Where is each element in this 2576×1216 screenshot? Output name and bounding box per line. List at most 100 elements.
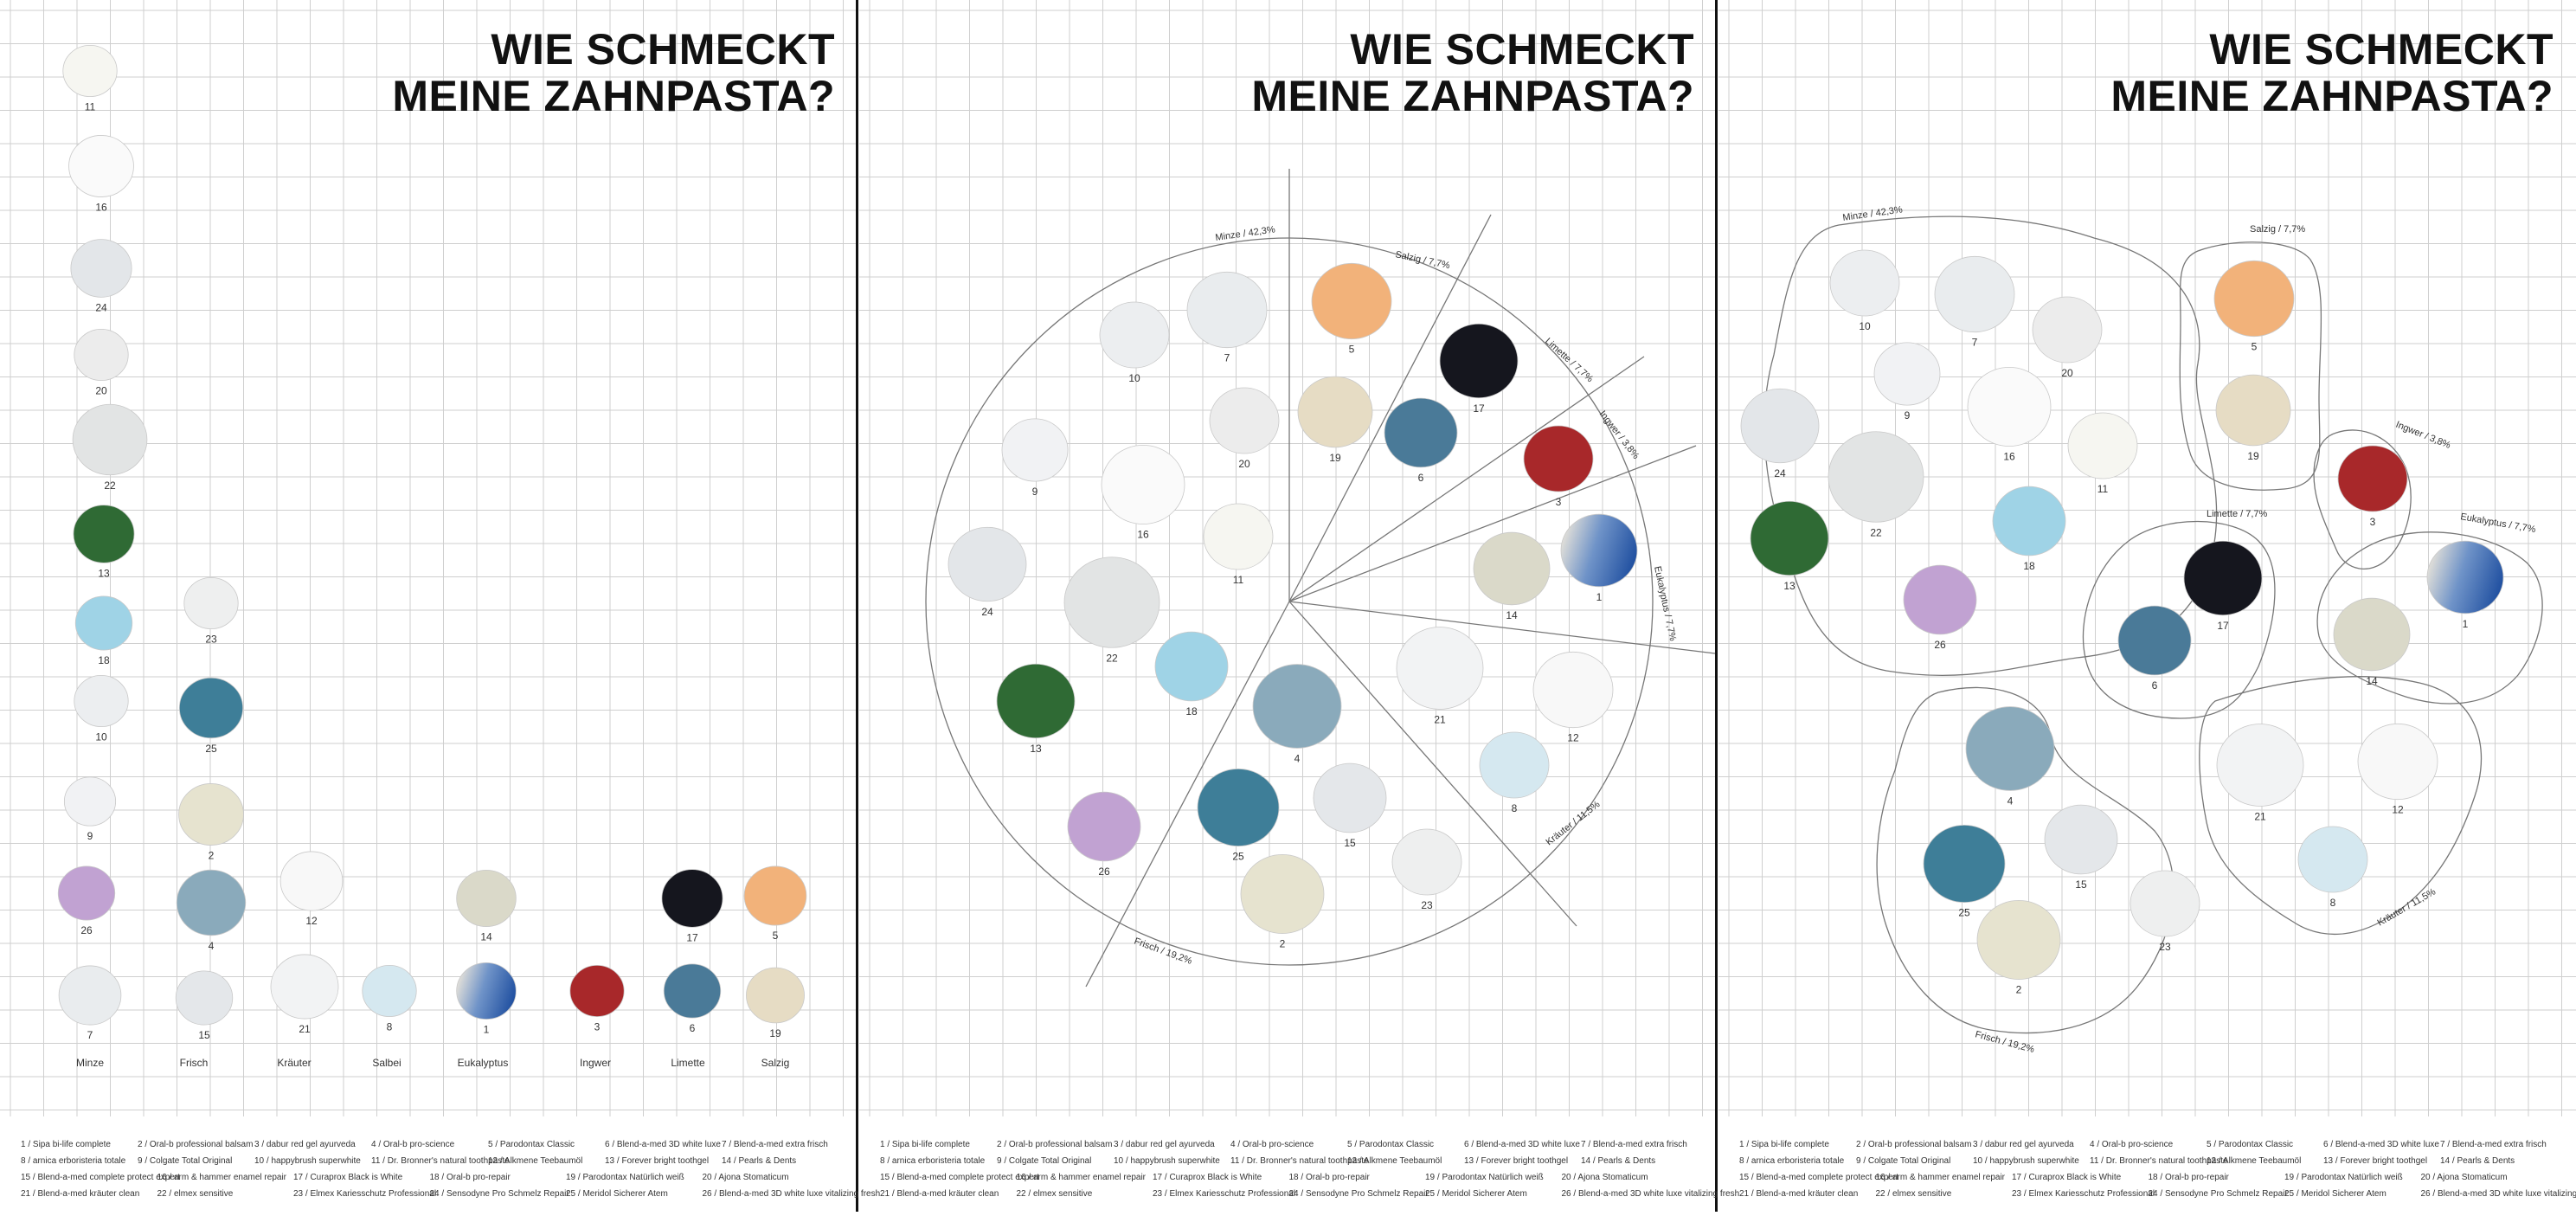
swatch-number: 6 [1418, 472, 1424, 484]
legend-item: 12 / Alkmene Teebaumöl [488, 1156, 582, 1166]
legend-item: 26 / Blend-a-med 3D white luxe vitalizin… [2421, 1189, 2576, 1199]
legend-item: 16 / arm & hammer enamel repair [1876, 1173, 2006, 1182]
legend-item: 8 / arnica erboristeria totale [1739, 1156, 1845, 1166]
swatch-number: 1 [2463, 618, 2469, 630]
legend-item: 25 / Meridol Sicherer Atem [566, 1189, 668, 1199]
swatch-number: 23 [2159, 941, 2171, 953]
swatch-number: 1 [484, 1024, 490, 1036]
legend-item: 1 / Sipa bi-life complete [1739, 1140, 1829, 1149]
swatch-3 [1524, 426, 1593, 492]
swatch-26 [1904, 565, 1976, 634]
swatch-number: 25 [1232, 851, 1244, 863]
swatch-1 [1561, 514, 1637, 587]
swatch-number: 24 [981, 606, 993, 618]
swatch-6 [1384, 398, 1457, 467]
cluster-outline-kraeuter [2200, 677, 2482, 935]
swatch-21 [2217, 724, 2303, 807]
swatch-17 [1440, 324, 1518, 398]
swatch-number: 25 [205, 743, 217, 755]
swatch-number: 20 [2061, 367, 2073, 379]
swatch-number: 3 [2370, 516, 2376, 528]
legend-item: 19 / Parodontax Natürlich weiß [2284, 1173, 2403, 1182]
swatch-22 [73, 404, 147, 475]
legend-item: 21 / Blend-a-med kräuter clean [880, 1189, 999, 1199]
category-label: Ingwer [580, 1057, 611, 1069]
swatch-number: 24 [1774, 467, 1786, 479]
swatch-19 [1298, 376, 1372, 447]
swatch-12 [2358, 724, 2438, 799]
category-label: Limette [671, 1057, 705, 1069]
swatch-number: 17 [1473, 402, 1485, 415]
swatch-number: 20 [95, 385, 107, 397]
legend-item: 24 / Sensodyne Pro Schmelz Repair [1289, 1189, 1429, 1199]
legend-item: 12 / Alkmene Teebaumöl [2207, 1156, 2301, 1166]
swatch-13 [74, 505, 134, 563]
swatch-20 [2033, 297, 2102, 363]
swatch-number: 19 [1329, 452, 1341, 464]
legend-item: 1 / Sipa bi-life complete [880, 1140, 970, 1149]
panel-2-title: WIE SCHMECKT MEINE ZAHNPASTA? [1251, 25, 1694, 120]
swatch-number: 6 [690, 1022, 696, 1034]
title-line-1: WIE SCHMECKT [2209, 25, 2554, 74]
title-line-2: MEINE ZAHNPASTA? [1251, 72, 1694, 120]
segment-label-ingwer: Ingwer / 3,8% [1597, 409, 1641, 461]
swatch-number: 8 [387, 1021, 393, 1033]
swatch-10 [74, 675, 128, 726]
swatch-21 [271, 955, 338, 1019]
swatch-7 [1935, 256, 2014, 331]
swatch-12 [1533, 652, 1613, 727]
swatch-3 [570, 965, 624, 1016]
swatch-number: 14 [1506, 609, 1518, 621]
legend-item: 13 / Forever bright toothgel [2323, 1156, 2427, 1166]
title-line-2: MEINE ZAHNPASTA? [392, 72, 835, 120]
swatch-number: 10 [1128, 372, 1140, 384]
swatch-20 [74, 329, 128, 380]
title-line-1: WIE SCHMECKT [491, 25, 835, 74]
legend-item: 2 / Oral-b professional balsam [138, 1140, 253, 1149]
swatch-2 [1977, 900, 2060, 979]
swatch-number: 19 [2247, 450, 2259, 462]
panel-1-title: WIE SCHMECKT MEINE ZAHNPASTA? [392, 25, 835, 120]
swatch-number: 13 [1030, 743, 1042, 755]
swatch-25 [1198, 769, 1279, 846]
swatch-number: 21 [299, 1023, 311, 1035]
swatch-2 [1241, 854, 1324, 933]
legend-item: 19 / Parodontax Natürlich weiß [1425, 1173, 1544, 1182]
legend-item: 22 / elmex sensitive [1876, 1189, 1952, 1199]
swatch-18 [1155, 632, 1228, 701]
swatch-15 [176, 971, 233, 1025]
swatch-13 [1751, 501, 1828, 576]
legend-item: 25 / Meridol Sicherer Atem [2284, 1189, 2386, 1199]
panel-divider [1715, 0, 1718, 1212]
swatch-number: 1 [1596, 591, 1603, 603]
swatch-number: 20 [1238, 458, 1250, 470]
panel-3-swatches: 1234567891011121314151617181920212223242… [1741, 250, 2503, 996]
swatch-number: 6 [2152, 679, 2158, 692]
swatch-17 [2184, 541, 2262, 615]
swatch-18 [1993, 486, 2065, 556]
segment-label-kraeuter: Kräuter / 11,5% [1544, 799, 1602, 847]
swatch-number: 11 [2097, 483, 2109, 495]
swatch-number: 4 [209, 940, 215, 952]
swatch-number: 8 [2330, 897, 2336, 909]
category-label: Minze [76, 1057, 104, 1069]
swatch-6 [2118, 606, 2191, 675]
swatch-number: 16 [2003, 451, 2015, 463]
swatch-number: 5 [1349, 344, 1355, 356]
legend-item: 22 / elmex sensitive [157, 1189, 234, 1199]
legend-item: 18 / Oral-b pro-repair [2149, 1173, 2230, 1182]
swatch-25 [179, 678, 242, 738]
swatch-number: 22 [104, 479, 116, 492]
swatch-number: 4 [2007, 795, 2014, 807]
swatch-20 [1210, 388, 1279, 454]
legend-item: 25 / Meridol Sicherer Atem [1425, 1189, 1527, 1199]
swatch-5 [744, 866, 806, 925]
legend-item: 8 / arnica erboristeria totale [880, 1156, 986, 1166]
swatch-23 [184, 577, 238, 628]
legend-item: 24 / Sensodyne Pro Schmelz Repair [2149, 1189, 2289, 1199]
segment-label-frisch: Frisch / 19,2% [1133, 936, 1193, 967]
swatch-number: 7 [1224, 352, 1230, 364]
swatch-number: 16 [95, 202, 107, 214]
legend-item: 9 / Colgate Total Original [997, 1156, 1091, 1166]
